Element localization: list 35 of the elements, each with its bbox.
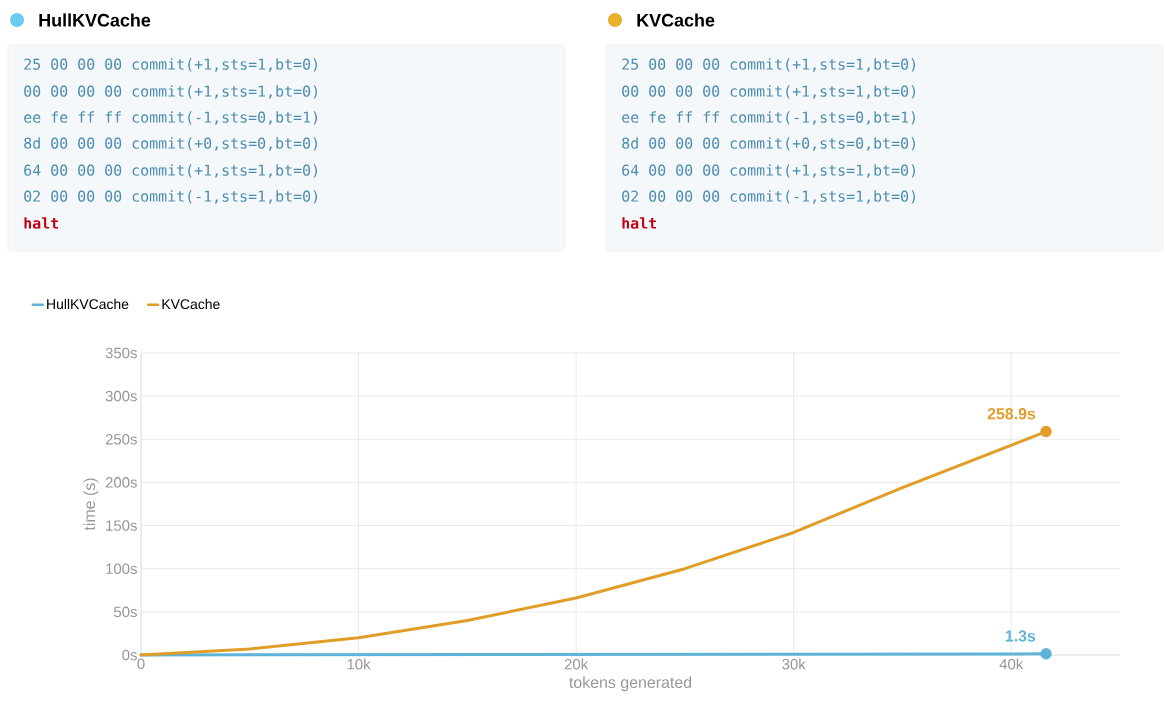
text: 8d 00 00 00 commit(+0,sts=0,bt=0) [24,137,317,151]
text: 64 00 00 00 commit(+1,sts=1,bt=0) [24,164,317,178]
x-tick-label: 20k [564,658,589,670]
y-tick-label: 50s [113,606,137,618]
text: halt [622,217,657,229]
x-tick-label: 30k [782,658,806,670]
text: 25 00 00 00 commit(+1,sts=1,bt=0) [622,58,915,72]
y-tick-label: 150s [106,520,137,531]
text: HullKVCache [39,13,151,27]
text: halt [24,217,59,229]
y-tick-label: 250s [105,433,137,445]
x-tick-label: 10k [347,658,371,670]
text: 02 00 00 00 commit(-1,sts=1,bt=0) [24,190,317,204]
text: 00 00 00 00 commit(+1,sts=1,bt=0) [24,85,317,99]
data-label: 258.9s [987,408,1036,420]
y-tick-label: 200s [105,477,137,488]
y-tick-label: 300s [105,390,137,402]
text: 8d 00 00 00 commit(+0,sts=0,bt=0) [622,137,915,151]
text: 25 00 00 00 commit(+1,sts=1,bt=0) [24,58,317,72]
x-tick-label: 0 [137,658,145,670]
text: 64 00 00 00 commit(+1,sts=1,bt=0) [622,164,915,178]
text: ee fe ff ff commit(-1,sts=0,bt=1) [622,111,915,125]
x-tick-label: 40k [999,658,1024,670]
y-tick-label: 100s [106,563,137,574]
text: KVCache [637,13,715,27]
legend-label: HullKVCache [47,298,129,310]
x-axis-title: tokens generated [569,676,692,692]
y-tick-label: 350s [105,347,137,359]
text: 02 00 00 00 commit(-1,sts=1,bt=0) [622,190,915,204]
y-tick-label: 0s [122,649,137,661]
text: ee fe ff ff commit(-1,sts=0,bt=1) [24,111,317,125]
text: 00 00 00 00 commit(+1,sts=1,bt=0) [622,85,915,99]
data-label: 1.3s [1005,630,1036,642]
y-axis-title: time (s) [83,478,99,531]
legend-label: KVCache [162,298,220,310]
